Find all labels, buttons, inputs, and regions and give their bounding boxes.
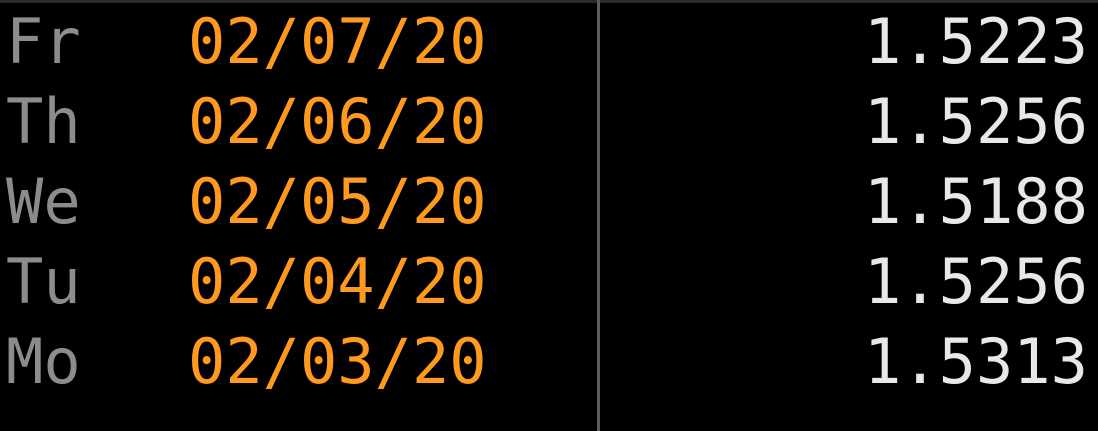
value-cell: 1.5188 — [864, 165, 1088, 238]
column-divider — [597, 0, 600, 431]
value-cell: 1.5313 — [864, 325, 1088, 398]
date-cell: 02/06/20 — [188, 85, 487, 158]
date-cell: 02/05/20 — [188, 165, 487, 238]
top-border — [0, 0, 1098, 3]
table-row[interactable]: Tu 02/04/20 1.5256 — [0, 242, 1098, 322]
table-row[interactable]: We 02/05/20 1.5188 — [0, 162, 1098, 242]
table-row[interactable]: Mo 02/03/20 1.5313 — [0, 322, 1098, 402]
day-cell: Mo — [6, 325, 81, 398]
day-cell: Tu — [6, 245, 81, 318]
day-cell: We — [6, 165, 81, 238]
value-cell: 1.5256 — [864, 85, 1088, 158]
date-cell: 02/04/20 — [188, 245, 487, 318]
date-cell: 02/07/20 — [188, 5, 487, 78]
table-row[interactable]: Th 02/06/20 1.5256 — [0, 82, 1098, 162]
date-cell: 02/03/20 — [188, 325, 487, 398]
table-row[interactable]: Fr 02/07/20 1.5223 — [0, 2, 1098, 82]
value-cell: 1.5223 — [864, 5, 1088, 78]
day-cell: Fr — [6, 5, 81, 78]
value-cell: 1.5256 — [864, 245, 1088, 318]
day-cell: Th — [6, 85, 81, 158]
